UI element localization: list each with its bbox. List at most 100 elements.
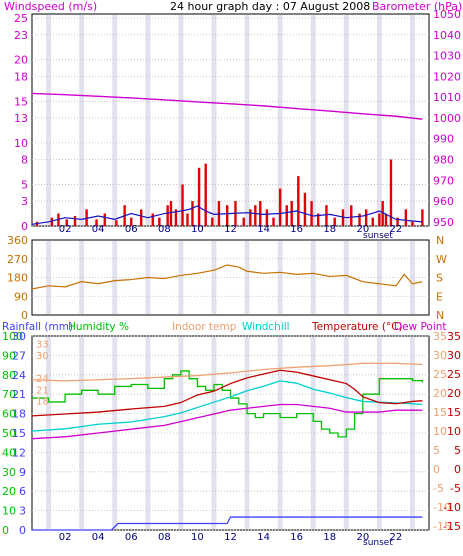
temp-tick-label-red: 30 — [447, 349, 461, 362]
temp-tick-label-red: -15 — [443, 520, 461, 533]
gust-bar — [158, 217, 161, 226]
temp-tick-label-orange: -15 — [433, 520, 451, 533]
barometer-tick-label: 950 — [433, 216, 454, 229]
windspeed-tick-label: 23 — [14, 29, 28, 42]
temp-tick-label-orange: 35 — [433, 330, 447, 343]
windspeed-tick-label: 3 — [21, 195, 28, 208]
indoor-temp-tick-label: 21 — [36, 385, 49, 396]
temp-tick-label-red: -5 — [450, 482, 461, 495]
hour-tick-label-top: 12 — [224, 224, 237, 235]
humidity-tick-label: 10 — [2, 505, 16, 518]
gust-bar — [50, 217, 54, 226]
compass-letter: S — [436, 272, 443, 285]
humidity-tick-label: 30 — [2, 466, 16, 479]
hour-tick-label-bottom: 08 — [158, 532, 171, 543]
hour-tick-label-bottom: 02 — [59, 532, 72, 543]
legend-item: Indoor temp — [172, 321, 237, 333]
gust-bar — [350, 205, 353, 226]
compass-letter: W — [436, 253, 447, 266]
gust-bar — [371, 217, 374, 226]
hour-tick-label-bottom: 22 — [390, 532, 403, 543]
barometer-tick-label: 1050 — [433, 8, 461, 21]
hour-tick-label-top: 14 — [257, 224, 270, 235]
barometer-tick-label: 970 — [433, 174, 454, 187]
rainfall-tick-label: 15 — [12, 427, 26, 440]
barometer-tick-label: 960 — [433, 195, 454, 208]
windspeed-axis-label: Windspeed (m/s) — [4, 0, 97, 13]
gust-bar — [166, 205, 169, 226]
direction-tick-label: 0 — [21, 309, 28, 322]
compass-letter: N — [436, 309, 444, 322]
humidity-tick-label: 70 — [2, 388, 16, 401]
temperature-humidity-panel: Rainfall (mm)Humidity % Indoor temp Windch… — [2, 321, 461, 548]
gust-bar — [65, 219, 68, 226]
hour-tick-label-bottom: 14 — [257, 532, 270, 543]
hour-tick-label-top: 04 — [92, 224, 105, 235]
rainfall-tick-label: 12 — [12, 446, 26, 459]
temp-tick-label-orange: -10 — [433, 501, 451, 514]
rainfall-tick-label: 3 — [19, 505, 26, 518]
windspeed-tick-label: 10 — [14, 137, 28, 150]
hour-tick-label-bottom: 12 — [224, 532, 237, 543]
rainfall-tick-label: 18 — [12, 408, 26, 421]
indoor-temp-line — [31, 362, 423, 382]
barometer-tick-label: 1030 — [433, 50, 461, 63]
barometer-tick-label: 990 — [433, 133, 454, 146]
average-windspeed-line — [31, 205, 423, 225]
gust-bar — [378, 213, 381, 226]
hour-tick-label-bottom: 10 — [191, 532, 204, 543]
rainfall-tick-label: 6 — [19, 485, 26, 498]
humidity-tick-label: 40 — [2, 446, 16, 459]
barometer-tick-label: 1000 — [433, 112, 461, 125]
gust-bar — [103, 213, 106, 226]
gust-bar — [297, 176, 300, 226]
barometer-axis-label: Barometer (hPa) — [372, 0, 462, 13]
temp-tick-label-red: 15 — [447, 406, 461, 419]
gust-bar — [341, 209, 345, 226]
direction-tick-label: 270 — [7, 253, 28, 266]
barometer-tick-label: 980 — [433, 153, 454, 166]
gust-bar — [404, 209, 408, 226]
legend-item: Dew Point — [394, 321, 447, 333]
temp-tick-label-orange: 15 — [433, 406, 447, 419]
temp-tick-label-red: 0 — [454, 463, 461, 476]
temperature-line — [31, 369, 423, 417]
gust-bar — [186, 213, 189, 226]
gust-bar — [364, 209, 368, 226]
temp-tick-label-red: 20 — [447, 387, 461, 400]
temp-tick-label-red: -10 — [443, 501, 461, 514]
humidity-tick-label: 20 — [2, 485, 16, 498]
indoor-temp-tick-label: 33 — [36, 340, 49, 351]
gust-bar — [174, 209, 178, 226]
temp-tick-label-red: 25 — [447, 368, 461, 381]
gust-bar — [73, 216, 77, 226]
rainfall-tick-label: 30 — [12, 330, 26, 343]
gust-bar — [358, 213, 361, 226]
gust-bar — [333, 217, 336, 226]
windspeed-tick-label: 13 — [14, 112, 28, 125]
gust-bar — [411, 221, 414, 226]
temp-tick-label-red: 10 — [447, 425, 461, 438]
barometer-line — [31, 92, 423, 120]
hour-tick-label-bottom: 06 — [125, 532, 138, 543]
dew-point-line — [31, 403, 423, 440]
hour-tick-label-bottom: 20 — [356, 532, 369, 543]
gust-bar — [290, 201, 293, 226]
windspeed-tick-label: 20 — [14, 54, 28, 67]
indoor-temp-tick-label: 18 — [36, 397, 49, 408]
humidity-line — [32, 370, 424, 438]
windspeed-tick-label: 18 — [14, 70, 28, 83]
direction-tick-label: 180 — [7, 272, 28, 285]
gust-bar — [115, 220, 118, 226]
temp-tick-label-red: 35 — [447, 330, 461, 343]
rainfall-tick-label: 0 — [19, 524, 26, 537]
legend-item: Temperature (°C) — [311, 321, 403, 333]
gust-bar — [254, 205, 257, 226]
hour-tick-label-bottom: 04 — [92, 532, 105, 543]
gust-bar — [130, 217, 133, 226]
gust-bar — [191, 201, 194, 226]
temp-tick-label-red: 5 — [454, 444, 461, 457]
hour-tick-label-top: 08 — [158, 224, 171, 235]
gust-bar — [389, 159, 393, 226]
